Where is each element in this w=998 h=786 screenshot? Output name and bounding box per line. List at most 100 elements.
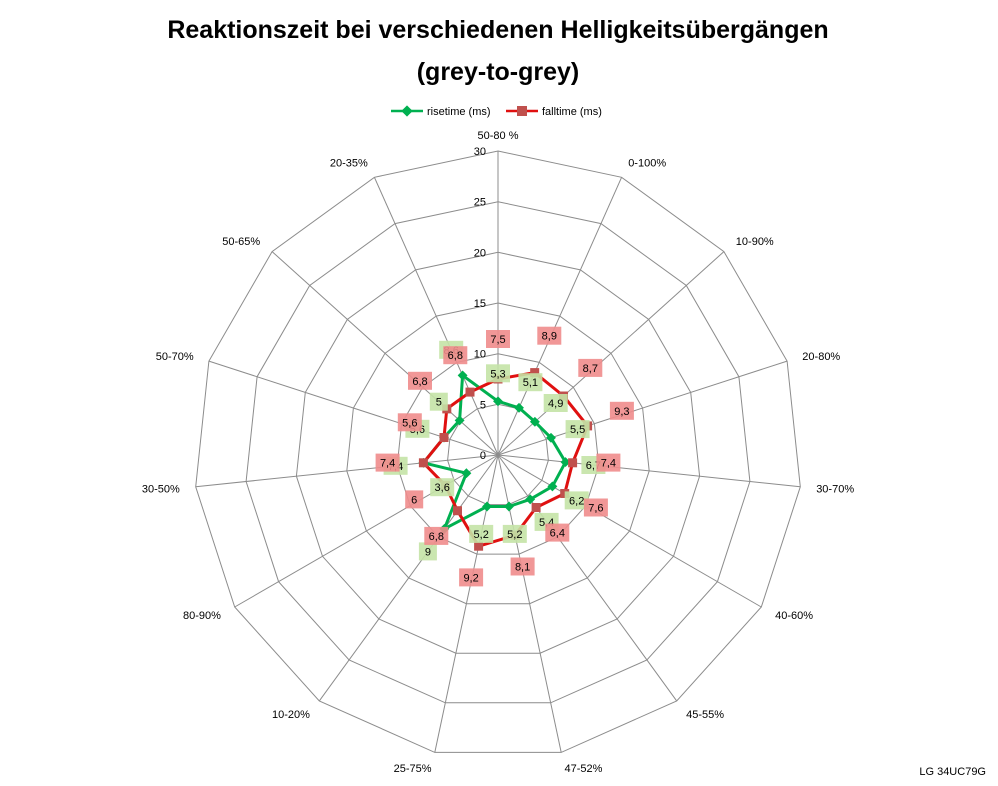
series-point <box>493 396 503 407</box>
grid-spoke <box>497 454 762 608</box>
data-label: 7,6 <box>588 503 603 515</box>
data-label-bg <box>537 326 562 345</box>
data-label: 6,8 <box>448 350 463 362</box>
grid-ring <box>245 201 751 704</box>
tick-label: 20 <box>474 247 486 259</box>
category-label: 30-50% <box>142 483 180 495</box>
series-point <box>547 481 558 492</box>
data-label: 6,2 <box>569 495 584 507</box>
data-label-bg <box>564 491 589 510</box>
category-label: 80-90% <box>183 610 221 622</box>
data-label-bg <box>424 526 449 545</box>
legend-rise-marker <box>401 105 413 117</box>
data-label: 3,6 <box>435 482 450 494</box>
data-label-bg <box>443 346 468 365</box>
tick-label: 30 <box>474 146 486 158</box>
data-label: 6,4 <box>550 528 565 540</box>
data-label-bg <box>502 524 527 543</box>
grid-spoke <box>497 454 678 702</box>
data-label: 5,5 <box>570 424 585 436</box>
data-label-bg <box>408 371 432 390</box>
series-point <box>514 402 524 413</box>
data-label-bg <box>609 401 634 420</box>
series-point <box>474 541 484 551</box>
data-label-bg <box>469 524 494 543</box>
series-point <box>457 370 468 381</box>
radial-tick-labels: 0 5 10 15 20 25 30 <box>474 146 486 462</box>
legend: risetime (ms) falltime (ms) <box>391 105 602 118</box>
grid-spoke <box>318 454 499 702</box>
data-label: 7,4 <box>601 458 616 470</box>
data-label: 6,8 <box>412 376 427 388</box>
series-point <box>453 506 462 516</box>
tick-label: 0 <box>480 450 486 462</box>
grid-spoke <box>208 360 499 456</box>
data-label-bg <box>583 498 608 517</box>
data-label-bg <box>486 330 510 348</box>
category-label: 47-52% <box>565 763 603 775</box>
data-label-bg <box>397 413 422 432</box>
category-label: 50-65% <box>222 236 260 248</box>
data-label-bg <box>518 373 543 392</box>
series-line <box>421 373 567 531</box>
category-label: 10-20% <box>272 709 310 721</box>
data-label: 9,2 <box>463 572 478 584</box>
data-label: 6,8 <box>429 531 444 543</box>
series-point <box>504 501 514 512</box>
grid-spoke <box>195 454 499 488</box>
data-label-bg <box>429 392 448 411</box>
category-label: 20-35% <box>330 158 368 170</box>
data-label-bg <box>596 453 621 472</box>
category-label: 10-90% <box>736 236 774 248</box>
data-label-bg <box>375 453 400 472</box>
series-point <box>418 458 428 468</box>
grid-spoke <box>497 454 801 488</box>
grid-ring <box>396 353 600 555</box>
tick-label: 10 <box>474 349 486 361</box>
data-label: 5 <box>436 397 442 409</box>
category-label: 20-80% <box>802 351 840 363</box>
data-label: 7,5 <box>490 334 505 346</box>
category-label: 30-70% <box>816 483 854 495</box>
data-label-bg <box>578 358 603 377</box>
series-point <box>529 416 540 427</box>
data-label-bg <box>418 542 437 561</box>
data-label-bg <box>543 394 568 412</box>
legend-fall-label: falltime (ms) <box>542 106 602 118</box>
grid-ring <box>295 251 701 654</box>
data-label: 5,6 <box>402 417 417 429</box>
series-point <box>530 368 540 378</box>
chart-title-line-2: (grey-to-grey) <box>417 58 580 86</box>
data-label: 8,7 <box>583 363 598 375</box>
series-point <box>461 468 472 479</box>
data-label: 4,9 <box>548 398 563 410</box>
data-label: 7,4 <box>380 458 395 470</box>
data-label-bg <box>405 490 424 509</box>
series-point <box>546 432 556 443</box>
data-labels: 5,35,14,95,56,76,25,45,25,293,67,45,658,… <box>375 326 634 587</box>
series-point <box>454 415 465 426</box>
grid-ring <box>346 302 650 605</box>
tick-label: 25 <box>474 197 486 209</box>
model-watermark: LG 34UC79G <box>919 766 986 778</box>
category-label: 45-55% <box>686 709 724 721</box>
category-label: 50-70% <box>156 351 194 363</box>
data-label-bg <box>486 364 510 383</box>
data-label: 8,9 <box>542 331 557 343</box>
series-point <box>560 457 571 468</box>
data-label: 9,3 <box>614 406 629 418</box>
chart-title-line-1: Reaktionszeit bei verschiedenen Helligke… <box>167 16 828 44</box>
legend-rise-label: risetime (ms) <box>427 106 491 118</box>
data-label: 9 <box>425 546 431 558</box>
grid-spoke <box>497 177 623 456</box>
series-point <box>568 458 578 468</box>
series-point <box>531 503 541 512</box>
grid-spoke <box>234 454 499 608</box>
data-label-bg <box>510 557 535 576</box>
series-point <box>525 494 536 505</box>
series-point <box>465 387 475 397</box>
data-label-bg <box>565 420 590 439</box>
grid-spoke <box>373 177 499 456</box>
data-label: 5,1 <box>523 377 538 389</box>
